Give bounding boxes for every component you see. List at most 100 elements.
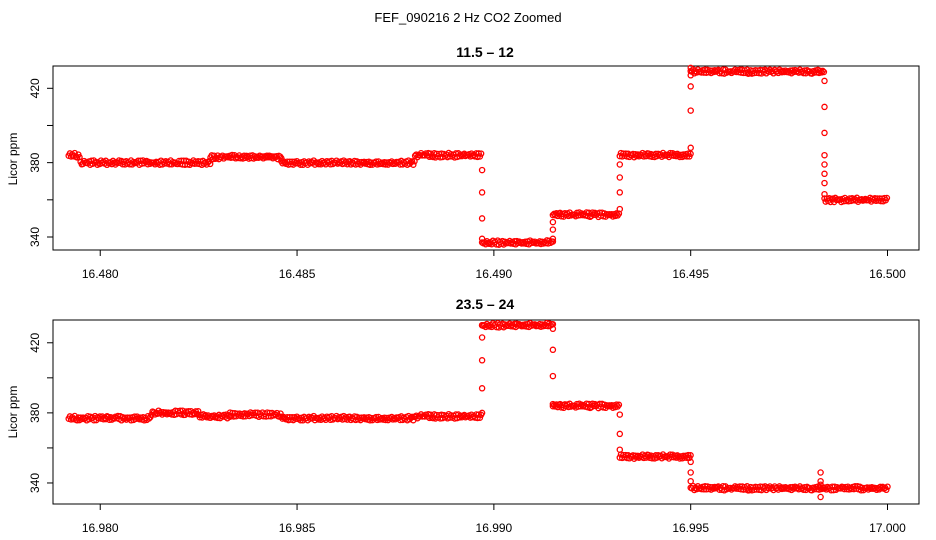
panel-2-data-point xyxy=(711,483,718,491)
panel-2-transition-point xyxy=(549,325,557,333)
panel-1-y-tick-label: 420 xyxy=(28,78,42,98)
panel-2-y-tick-label: 380 xyxy=(28,403,42,423)
panel-2-title: 23.5 – 24 xyxy=(456,296,515,312)
panel-1-data-point xyxy=(477,150,485,157)
panel-1-title: 11.5 – 12 xyxy=(456,44,514,60)
panel-2-series-points xyxy=(65,319,891,501)
panel-2-transition-point xyxy=(549,400,557,408)
panel-1-transition-point xyxy=(821,103,828,111)
panel-1-data-point xyxy=(549,238,557,245)
panel-2-data-point xyxy=(615,401,623,409)
panel-1-data-point xyxy=(820,68,828,76)
panel-1-transition-point xyxy=(821,170,828,178)
panel-2-data-point xyxy=(583,400,590,407)
panel-1-data-point xyxy=(583,209,590,216)
panel-1-transition-point xyxy=(549,235,557,243)
panel-2-transition-point xyxy=(549,372,557,380)
panel-1-x-tick-label: 16.500 xyxy=(869,267,906,281)
panel-2-transition-point xyxy=(478,322,486,329)
panel-1-x-tick-label: 16.490 xyxy=(476,267,513,281)
panel-2-transition-point xyxy=(687,477,694,485)
panel-1-data-point xyxy=(883,194,891,202)
panel-2-data-point xyxy=(426,414,433,422)
panel-1-data-point xyxy=(410,161,417,168)
panel-1-plot: 16.480 16.485 16.490 16.495 16.500 340 380 420 xyxy=(28,64,920,281)
panel-2-transition-point xyxy=(817,469,824,476)
panel-1-x-tick-label: 16.485 xyxy=(279,267,316,281)
panel-1-transition-point xyxy=(478,189,486,196)
panel-2-y-tick-label: 420 xyxy=(28,332,42,352)
panel-2-transition-point xyxy=(616,446,624,453)
panel-1-data-point xyxy=(711,67,718,74)
panel-1-data-point xyxy=(206,160,214,168)
panel-2-transition-point xyxy=(478,334,486,341)
panel-2-transition-point xyxy=(687,469,694,476)
panel-2-data-point xyxy=(474,414,481,422)
panel-1-data-point xyxy=(208,152,215,159)
panel-2-x-tick-label: 16.985 xyxy=(279,521,316,535)
panel-2-data-point xyxy=(883,486,890,494)
panel-2-transition-point xyxy=(817,493,824,501)
panel-1-x-tick-label: 16.480 xyxy=(82,267,119,281)
panel-1-data-point xyxy=(474,153,481,161)
panel-1-data-point xyxy=(408,158,416,165)
panel-1-data-point xyxy=(475,150,482,157)
panel-2-transition-point xyxy=(549,346,557,354)
panel-2-x-tick-label: 16.990 xyxy=(476,521,513,535)
panel-1-transition-point xyxy=(549,226,557,233)
panel-1-transition-point xyxy=(616,205,624,213)
panel-2-transition-point xyxy=(687,458,694,466)
panel-2-data-point xyxy=(475,411,482,418)
panel-2-x-tick-label: 16.980 xyxy=(82,521,119,535)
panel-1-ylabel: Licor ppm xyxy=(6,133,20,186)
panel-1-y-tick-label: 340 xyxy=(28,227,42,247)
panel-1-transition-point xyxy=(821,129,828,137)
panel-1-transition-point xyxy=(687,83,694,90)
panel-2-data-point xyxy=(884,483,891,490)
panel-1-data-point xyxy=(209,155,217,163)
panel-2-data-point xyxy=(176,407,184,415)
panel-1-transition-point xyxy=(821,77,828,85)
figure-title: FEF_090216 2 Hz CO2 Zoomed xyxy=(374,10,561,25)
panel-1-transition-point xyxy=(821,151,828,159)
panel-2-transition-point xyxy=(817,477,824,485)
panel-1-data-point xyxy=(817,67,824,75)
panel-2-transition-point xyxy=(616,411,624,418)
panel-2-transition-point xyxy=(478,385,486,392)
panel-1-data-point xyxy=(687,150,694,158)
panel-1-transition-point xyxy=(687,64,694,72)
panel-2-transition-point xyxy=(616,430,624,438)
panel-1-transition-point xyxy=(616,174,624,181)
panel-1-data-point xyxy=(819,67,826,75)
panel-2-transition-point xyxy=(478,409,486,417)
panel-1-transition-point xyxy=(821,190,828,198)
panel-2-y-tick-label: 340 xyxy=(28,473,42,493)
panel-1-transition-point xyxy=(687,107,694,114)
panel-2-ylabel: Licor ppm xyxy=(6,386,20,439)
panel-1-transition-point xyxy=(478,215,486,222)
panel-1-transition-point xyxy=(821,161,828,168)
panel-1-series-points xyxy=(65,64,891,248)
panel-1-data-point xyxy=(818,69,825,76)
panel-2-plot-frame xyxy=(52,319,920,505)
panel-1-transition-point xyxy=(478,166,486,174)
panel-1-transition-point xyxy=(478,235,486,243)
panel-1-data-point xyxy=(426,153,433,161)
panel-2-x-tick-label: 17.000 xyxy=(869,521,906,535)
panel-2-x-tick-label: 16.995 xyxy=(672,521,709,535)
panel-1-transition-point xyxy=(616,161,624,168)
panel-2-plot: 16.980 16.985 16.990 16.995 17.000 340 380 420 xyxy=(28,319,920,535)
panel-2-transition-point xyxy=(817,481,824,488)
panel-1-y-tick-label: 380 xyxy=(28,152,42,172)
panel-1-x-tick-label: 16.495 xyxy=(672,267,709,281)
panel-2-data-point xyxy=(687,452,694,459)
panel-1-plot-frame xyxy=(52,65,920,251)
panel-2-transition-point xyxy=(478,357,486,364)
panel-1-transition-point xyxy=(687,72,694,79)
panel-1-transition-point xyxy=(821,179,828,187)
panel-1-transition-point xyxy=(687,144,694,152)
panel-1-transition-point xyxy=(616,189,624,196)
panel-1-transition-point xyxy=(549,218,557,226)
